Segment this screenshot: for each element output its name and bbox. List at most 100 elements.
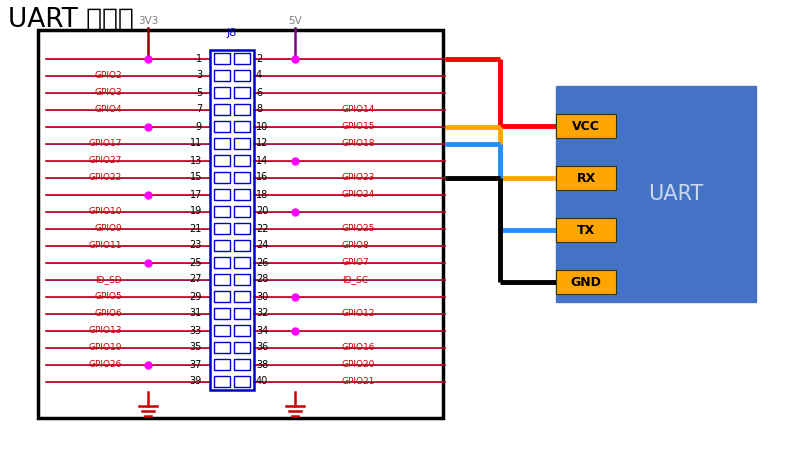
Text: GPIO17: GPIO17 [89,139,122,148]
Bar [214,53,230,64]
Text: 36: 36 [256,342,268,352]
Bar [556,86,756,302]
Text: 3V3: 3V3 [138,16,158,26]
Bar [234,342,250,353]
Text: GPIO6: GPIO6 [94,309,122,318]
Text: 6: 6 [256,87,262,98]
Text: 15: 15 [190,172,202,183]
Bar [214,223,230,234]
Bar [214,308,230,319]
Bar [214,274,230,285]
Bar [234,104,250,115]
Text: 17: 17 [190,189,202,199]
Text: GPIO16: GPIO16 [342,343,375,352]
Bar [234,223,250,234]
Text: 14: 14 [256,156,268,166]
Text: 10: 10 [256,122,268,131]
Text: 37: 37 [190,360,202,369]
Text: GPIO4: GPIO4 [94,105,122,114]
Bar [234,138,250,149]
Text: 30: 30 [256,292,268,302]
Text: GPIO26: GPIO26 [89,360,122,369]
Bar [234,291,250,302]
Text: 5V: 5V [288,16,302,26]
Bar [214,359,230,370]
Text: GND: GND [570,275,602,288]
Bar [234,359,250,370]
Text: 25: 25 [190,257,202,267]
Bar [214,104,230,115]
Bar [234,206,250,217]
Text: RX: RX [576,171,596,184]
Text: GPIO18: GPIO18 [342,139,375,148]
Bar [234,325,250,336]
Bar [214,121,230,132]
Text: 40: 40 [256,377,268,387]
Text: 19: 19 [190,207,202,216]
Text: 2: 2 [256,54,262,63]
Text: GPIO15: GPIO15 [342,122,375,131]
Bar [214,376,230,387]
Bar [214,206,230,217]
Text: GPIO23: GPIO23 [342,173,375,182]
Text: 13: 13 [190,156,202,166]
Text: GPIO5: GPIO5 [94,292,122,301]
Text: 32: 32 [256,309,268,319]
Bar [214,87,230,98]
Bar [234,376,250,387]
Text: GPIO24: GPIO24 [342,190,375,199]
Text: 12: 12 [256,139,268,148]
Text: 11: 11 [190,139,202,148]
Text: 34: 34 [256,325,268,336]
Bar [210,50,254,390]
Text: UART: UART [648,184,704,204]
Text: 4: 4 [256,71,262,81]
Bar [214,257,230,268]
Bar [234,257,250,268]
Bar [234,53,250,64]
Text: ID_SC: ID_SC [342,275,368,284]
Text: GPIO8: GPIO8 [342,241,370,250]
Text: 22: 22 [256,224,269,234]
Bar [234,240,250,251]
Bar [234,172,250,183]
Text: GPIO2: GPIO2 [94,71,122,80]
Bar [234,308,250,319]
Bar [214,70,230,81]
Text: GPIO22: GPIO22 [89,173,122,182]
Bar [214,189,230,200]
Text: GPIO9: GPIO9 [94,224,122,233]
Text: 8: 8 [256,104,262,114]
Text: VCC: VCC [572,120,600,132]
Text: 24: 24 [256,240,268,251]
Bar [214,155,230,166]
Text: 23: 23 [190,240,202,251]
Bar [234,189,250,200]
Text: GPIO21: GPIO21 [342,377,375,386]
Text: 28: 28 [256,274,268,284]
Text: 7: 7 [196,104,202,114]
Text: 38: 38 [256,360,268,369]
Text: 39: 39 [190,377,202,387]
Bar [234,87,250,98]
Bar [214,291,230,302]
Text: 27: 27 [190,274,202,284]
Bar [234,274,250,285]
Text: 5: 5 [196,87,202,98]
Bar [234,70,250,81]
Bar [234,155,250,166]
Bar [214,240,230,251]
Bar [234,121,250,132]
Text: 16: 16 [256,172,268,183]
Text: 35: 35 [190,342,202,352]
Text: ID_SD: ID_SD [95,275,122,284]
Text: 1: 1 [196,54,202,63]
Text: GPIO3: GPIO3 [94,88,122,97]
Text: 33: 33 [190,325,202,336]
Text: GPIO10: GPIO10 [89,207,122,216]
Bar [214,325,230,336]
Text: UART 시리얼: UART 시리얼 [8,7,134,33]
Text: GPIO19: GPIO19 [89,343,122,352]
Text: TX: TX [577,224,595,237]
Text: GPIO25: GPIO25 [342,224,375,233]
